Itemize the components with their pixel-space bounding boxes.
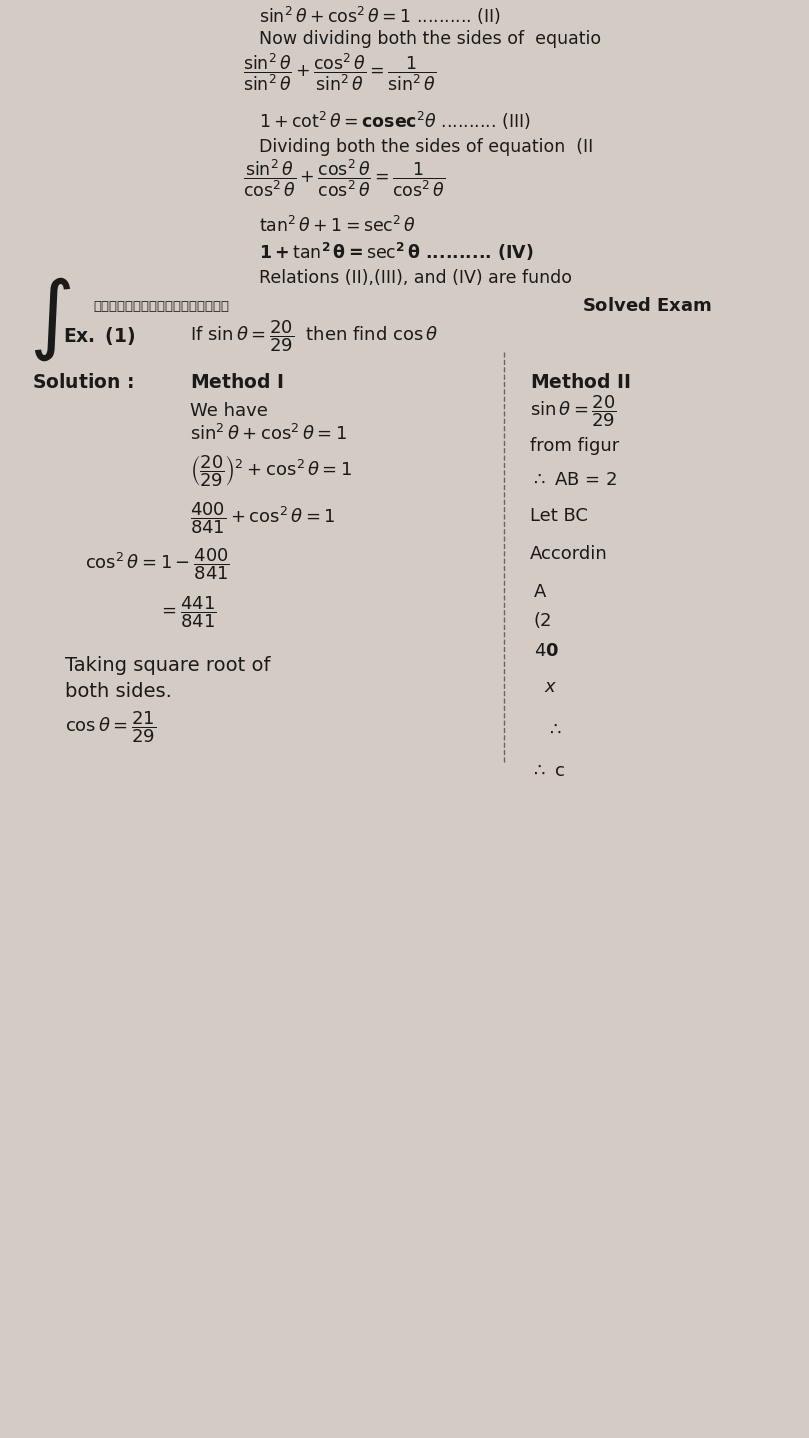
Text: $\mathbf{Solved\ Exam}$: $\mathbf{Solved\ Exam}$ (582, 298, 712, 315)
Text: $\cos^2\theta = 1 - \dfrac{400}{841}$: $\cos^2\theta = 1 - \dfrac{400}{841}$ (85, 546, 230, 581)
Text: $\dfrac{\sin^2\theta}{\cos^2\theta} + \dfrac{\cos^2\theta}{\cos^2\theta} = \dfra: $\dfrac{\sin^2\theta}{\cos^2\theta} + \d… (243, 158, 445, 198)
Text: $\therefore$ AB = 2: $\therefore$ AB = 2 (530, 472, 617, 489)
Text: $1 + \cot^2\theta = \mathbf{cosec}^2\theta$ .......... (III): $1 + \cot^2\theta = \mathbf{cosec}^2\the… (259, 109, 531, 132)
Text: $\cos\theta = \dfrac{21}{29}$: $\cos\theta = \dfrac{21}{29}$ (65, 710, 156, 745)
Text: Taking square root of: Taking square root of (65, 656, 270, 676)
Text: $\sin^2\theta + \cos^2\theta = 1$ .......... (II): $\sin^2\theta + \cos^2\theta = 1$ ......… (259, 4, 501, 27)
Text: $\mathbf{1 + \tan^2\theta = \sec^2\theta}$ .......... (IV): $\mathbf{1 + \tan^2\theta = \sec^2\theta… (259, 240, 533, 263)
Text: 4$\mathbf{0}$: 4$\mathbf{0}$ (534, 643, 559, 660)
Text: $\left(\dfrac{20}{29}\right)^2 + \cos^2\theta = 1$: $\left(\dfrac{20}{29}\right)^2 + \cos^2\… (190, 454, 353, 489)
Text: Relations (II),(III), and (IV) are fundo: Relations (II),(III), and (IV) are fundo (259, 269, 572, 286)
Text: $\tan^2\theta + 1 = \sec^2\theta$: $\tan^2\theta + 1 = \sec^2\theta$ (259, 216, 416, 236)
Text: $= \dfrac{441}{841}$: $= \dfrac{441}{841}$ (158, 595, 216, 630)
Text: from figur: from figur (530, 437, 619, 454)
Text: $x$: $x$ (544, 679, 557, 696)
Text: $\sin\theta = \dfrac{20}{29}$: $\sin\theta = \dfrac{20}{29}$ (530, 394, 616, 429)
Text: $\therefore$: $\therefore$ (546, 720, 562, 738)
Text: $\mathbf{Method\ II}$: $\mathbf{Method\ II}$ (530, 372, 630, 393)
Text: $\therefore$ c: $\therefore$ c (530, 762, 565, 779)
Text: ഒഒഒഒഒഒഒഒഒഒഒഒഒഒഒഒഒ: ഒഒഒഒഒഒഒഒഒഒഒഒഒഒഒഒഒ (93, 299, 229, 313)
Text: Now dividing both the sides of  equatio: Now dividing both the sides of equatio (259, 30, 601, 47)
Text: $\int$: $\int$ (29, 276, 71, 362)
Text: Let BC: Let BC (530, 508, 588, 525)
Text: $\dfrac{\sin^2\theta}{\sin^2\theta} + \dfrac{\cos^2\theta}{\sin^2\theta} = \dfra: $\dfrac{\sin^2\theta}{\sin^2\theta} + \d… (243, 52, 436, 92)
Text: A: A (534, 584, 546, 601)
Text: $\mathbf{Solution}$ :: $\mathbf{Solution}$ : (32, 372, 134, 393)
Text: We have: We have (190, 403, 268, 420)
Text: both sides.: both sides. (65, 682, 172, 702)
Text: $\mathbf{Ex.\ (1)}$: $\mathbf{Ex.\ (1)}$ (63, 325, 135, 348)
Text: $\mathbf{Method\ I}$: $\mathbf{Method\ I}$ (190, 372, 283, 393)
Text: Dividing both the sides of equation  (II: Dividing both the sides of equation (II (259, 138, 593, 155)
Text: Accordin: Accordin (530, 545, 608, 562)
Text: $\sin^2\theta + \cos^2\theta = 1$: $\sin^2\theta + \cos^2\theta = 1$ (190, 424, 347, 444)
Text: If $\sin\theta = \dfrac{20}{29}$  then find $\cos\theta$: If $\sin\theta = \dfrac{20}{29}$ then fi… (190, 319, 438, 354)
Text: $\dfrac{400}{841} + \cos^2\theta = 1$: $\dfrac{400}{841} + \cos^2\theta = 1$ (190, 500, 336, 535)
Text: (2: (2 (534, 613, 553, 630)
